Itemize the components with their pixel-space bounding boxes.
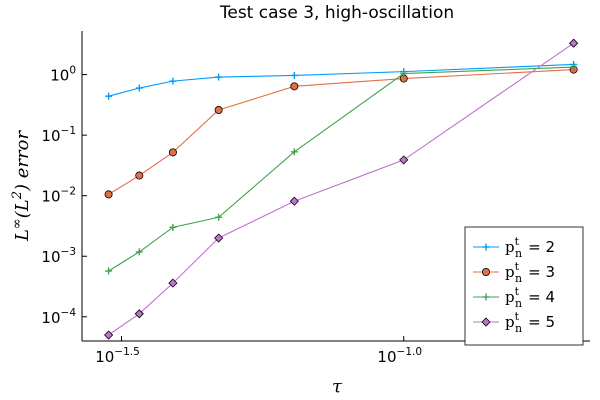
data-point [569, 38, 579, 48]
data-point [105, 267, 113, 275]
chart-title: Test case 3, high-oscillation [219, 3, 454, 23]
data-point [214, 233, 224, 243]
ylabel-mid: (L [12, 199, 33, 218]
data-point [135, 84, 143, 92]
legend-marker [482, 243, 490, 251]
legend-item: pt n = 5 [473, 310, 555, 335]
legend-label: pt n = 5 [505, 310, 555, 335]
data-point [289, 196, 299, 206]
series-2 [104, 65, 578, 199]
legend-marker [482, 293, 490, 301]
series-4 [104, 38, 579, 340]
data-point [290, 71, 298, 79]
y-tick-label: 10−2 [41, 186, 76, 206]
y-tick-label: 10−4 [41, 307, 76, 327]
legend-label: pt n = 2 [505, 235, 555, 260]
data-point [168, 148, 177, 157]
ylabel-sup: ∞ [10, 218, 25, 229]
legend-marker [481, 267, 490, 276]
data-point [169, 77, 177, 85]
data-point [215, 73, 223, 81]
legend-item: pt n = 4 [473, 285, 555, 310]
x-axis-title: τ [332, 376, 343, 397]
data-point [135, 171, 144, 180]
data-point [215, 213, 223, 221]
legend-item: pt n = 3 [473, 260, 555, 285]
data-point [169, 223, 177, 231]
legend: pt n = 2pt n = 3pt n = 4pt n = 5 [464, 226, 584, 346]
y-tick-label: 10−3 [41, 246, 76, 266]
data-point [104, 330, 114, 340]
legend-marker [481, 317, 491, 327]
series-3 [105, 63, 578, 275]
series-layer [104, 38, 579, 340]
data-point [168, 278, 178, 288]
data-point [400, 70, 408, 78]
data-point [290, 82, 299, 91]
data-point [570, 63, 578, 71]
series-1 [105, 60, 578, 100]
legend-label: pt n = 4 [505, 285, 555, 310]
legend-label: pt n = 3 [505, 260, 555, 285]
data-point [135, 248, 143, 256]
data-point [104, 190, 113, 199]
x-tick-label: 10−1.5 [95, 346, 140, 366]
ylabel-sup2: 2 [10, 191, 25, 200]
data-point [105, 92, 113, 100]
x-tick-label: 10−1.0 [377, 346, 422, 366]
series-line [108, 69, 574, 195]
y-tick-label: 100 [50, 65, 76, 85]
y-axis-title: L∞(L2) error [10, 130, 33, 243]
legend-item: pt n = 2 [473, 235, 555, 260]
data-point [214, 106, 223, 115]
data-point [399, 155, 409, 165]
data-point [134, 309, 144, 319]
ylabel-end: ) error [12, 130, 33, 192]
y-tick-label: 10−1 [41, 125, 76, 145]
ticks: 10−1.5 10−1.0 100 10−1 10−2 10−3 10−4 [41, 65, 422, 366]
data-point [290, 148, 298, 156]
legend-box [464, 226, 584, 346]
